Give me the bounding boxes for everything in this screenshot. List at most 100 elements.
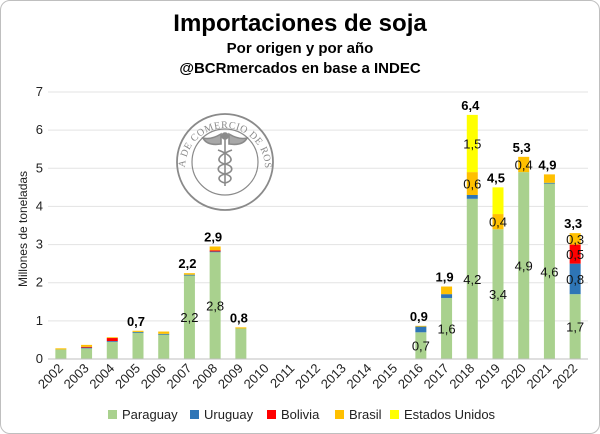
- legend-swatch-estados-unidos: [390, 410, 399, 419]
- legend: Paraguay Uruguay Bolivia Brasil Estados Unid…: [108, 407, 496, 422]
- chart-subtitle: Por origen y por año: [227, 40, 374, 57]
- segment-label: 0,4: [515, 157, 533, 172]
- bar-2009-paraguay: [235, 328, 247, 359]
- x-tick-label: 2018: [446, 361, 477, 392]
- segment-label: 2,8: [206, 299, 224, 314]
- x-tick-label: 2008: [189, 361, 220, 392]
- y-tick-label: 1: [36, 313, 43, 328]
- bar-2004-uruguay: [106, 341, 118, 342]
- y-axis-label: Millones de toneladas: [16, 171, 30, 287]
- x-tick-label: 2011: [267, 361, 297, 391]
- legend-label-brasil: Brasil: [349, 407, 382, 422]
- bar-2018-uruguay: [466, 194, 478, 199]
- bar-2018-estados-unidos: [466, 114, 478, 173]
- x-tick-label: 2007: [163, 361, 194, 392]
- bar-2009-brasil: [235, 327, 247, 329]
- bar-2005-uruguay: [132, 331, 144, 333]
- bar-2002-paraguay: [55, 349, 67, 359]
- bar-2003-bolivia: [81, 346, 93, 348]
- segment-label: 0,7: [412, 339, 430, 354]
- seal-inner-ring: [191, 128, 259, 196]
- segment-label: 0,4: [489, 215, 507, 230]
- bar-2003-brasil: [81, 344, 93, 347]
- segment-label: 3,4: [489, 287, 507, 302]
- y-axis: 0 1 2 3 4 5 6 7: [36, 84, 43, 366]
- legend-label-bolivia: Bolivia: [281, 407, 320, 422]
- bar-2017-brasil: [441, 286, 453, 295]
- bar-2003-uruguay: [81, 347, 93, 349]
- x-tick-label: 2013: [318, 361, 349, 392]
- x-tick-label: 2022: [549, 361, 580, 392]
- bar-2007-brasil: [183, 273, 195, 275]
- segment-label: 1,6: [438, 321, 456, 336]
- total-label: 6,4: [461, 98, 480, 113]
- total-label: 4,9: [538, 157, 556, 172]
- bar-2019-paraguay: [492, 229, 504, 359]
- y-tick-label: 0: [36, 351, 43, 366]
- bar-2004-paraguay: [106, 341, 118, 359]
- total-label: 4,5: [487, 170, 505, 185]
- total-label: 0,7: [127, 314, 145, 329]
- bar-2020-paraguay: [518, 172, 530, 359]
- bar-2006-uruguay: [158, 333, 170, 335]
- x-tick-label: 2010: [241, 361, 272, 392]
- seal-outer-ring: [176, 113, 274, 211]
- x-tick-label: 2014: [343, 361, 374, 392]
- bar-2018-paraguay: [466, 198, 478, 359]
- data-labels: 2,2 2,8 0,7 1,6 4,2 0,6 1,5 3,4 0,4 4,9 0,4 4,6 1,7 0…: [127, 98, 584, 354]
- segment-label: 4,9: [515, 259, 533, 274]
- x-tick-label: 2021: [523, 361, 554, 392]
- segment-label: 2,2: [180, 310, 198, 325]
- x-tick-label: 2009: [215, 361, 246, 392]
- legend-label-uruguay: Uruguay: [204, 407, 254, 422]
- bar-2006-paraguay: [158, 334, 170, 359]
- chart-source: @BCRmercados en base a INDEC: [179, 60, 421, 77]
- bar-2022-brasil: [569, 233, 581, 245]
- legend-swatch-paraguay: [108, 410, 117, 419]
- segment-label: 4,6: [540, 264, 558, 279]
- total-label: 2,9: [204, 229, 222, 244]
- x-tick-label: 2016: [395, 361, 426, 392]
- x-tick-label: 2006: [138, 361, 169, 392]
- x-tick-label: 2003: [61, 361, 92, 392]
- legend-label-paraguay: Paraguay: [122, 407, 178, 422]
- x-tick-label: 2017: [421, 361, 452, 392]
- bar-2007-uruguay: [183, 274, 195, 276]
- y-tick-label: 7: [36, 84, 43, 99]
- total-label: 0,8: [230, 310, 248, 325]
- legend-label-estados-unidos: Estados Unidos: [404, 407, 496, 422]
- caduceus-seal-icon: [201, 132, 249, 186]
- bar-2022-uruguay: [569, 263, 581, 295]
- x-tick-label: 2015: [369, 361, 400, 392]
- bar-2021-brasil: [543, 174, 555, 183]
- bar-2016-brasil: [415, 325, 427, 327]
- bar-2020-brasil: [518, 156, 530, 173]
- legend-swatch-brasil: [335, 410, 344, 419]
- x-tick-label: 2020: [498, 361, 529, 392]
- bar-2005-brasil: [132, 330, 144, 332]
- segment-label: 0,8: [566, 272, 584, 287]
- bar-2021-paraguay: [543, 183, 555, 359]
- y-tick-label: 2: [36, 275, 43, 290]
- y-tick-label: 6: [36, 122, 43, 137]
- bar-2022-bolivia: [569, 244, 581, 264]
- segment-label: 1,5: [463, 136, 481, 151]
- bar-2016-uruguay: [415, 326, 427, 333]
- segment-label: 0,5: [566, 247, 584, 262]
- bar-2018-brasil: [466, 172, 478, 195]
- y-tick-label: 5: [36, 160, 43, 175]
- bar-2003-paraguay: [81, 348, 93, 359]
- total-label: 1,9: [436, 270, 454, 285]
- total-label: 5,3: [513, 140, 531, 155]
- x-tick-label: 2019: [472, 361, 503, 392]
- bar-2004-brasil: [106, 337, 118, 339]
- total-label: 2,2: [178, 256, 196, 271]
- bar-2017-paraguay: [441, 297, 453, 359]
- x-tick-label: 2012: [292, 361, 323, 392]
- bar-2002-brasil: [55, 348, 67, 350]
- bar-2022-paraguay: [569, 294, 581, 359]
- total-label: 0,9: [410, 309, 428, 324]
- x-tick-label: 2005: [112, 361, 143, 392]
- bar-2021-uruguay: [543, 182, 555, 184]
